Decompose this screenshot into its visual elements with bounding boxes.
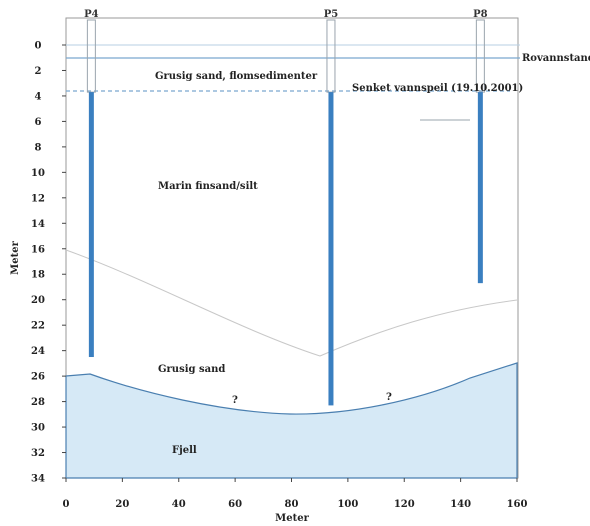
x-tick-label: 160 <box>507 499 528 510</box>
layer-label-marine: Marin finsand/silt <box>158 181 258 192</box>
bedrock-area <box>65 362 518 479</box>
y-tick-label: 0 <box>35 41 42 52</box>
y-tick-label: 28 <box>31 397 45 408</box>
y-tick-label: 22 <box>31 321 45 332</box>
well-label: P5 <box>324 9 339 20</box>
ground-surface-label: Rovannstand <box>522 53 590 64</box>
y-tick-label: 32 <box>31 448 45 459</box>
wells-group: P4 P5 P8 <box>84 9 488 406</box>
y-tick-label: 30 <box>31 423 45 434</box>
y-tick-label: 4 <box>35 91 42 102</box>
x-tick-label: 40 <box>172 499 186 510</box>
well-casing <box>326 19 336 93</box>
well-screen <box>88 92 94 358</box>
y-axis-label: Meter <box>10 240 21 274</box>
y-tick-label: 2 <box>35 66 42 77</box>
x-axis-label: Meter <box>275 513 309 524</box>
water-table-label: Senket vannspeil (19.10.2001) <box>352 83 523 94</box>
y-tick-label: 8 <box>35 142 42 153</box>
x-tick-label: 140 <box>450 499 471 510</box>
x-tick-label: 100 <box>337 499 358 510</box>
y-tick-label: 6 <box>35 117 42 128</box>
x-axis-ticks: 0 20 40 60 80 100 120 140 160 <box>63 478 528 510</box>
y-tick-label: 12 <box>31 193 45 204</box>
well-label: P8 <box>473 9 488 20</box>
y-tick-label: 20 <box>31 295 45 306</box>
layer-label-bedrock: Fjell <box>172 445 197 456</box>
x-tick-label: 0 <box>63 499 70 510</box>
question-mark-1: ? <box>232 395 238 406</box>
y-tick-label: 24 <box>31 346 45 357</box>
marine-boundary-line <box>65 249 518 357</box>
well-screen <box>477 92 483 284</box>
well-label: P4 <box>84 9 99 20</box>
y-tick-label: 18 <box>31 270 45 281</box>
layer-label-lower-sand: Grusig sand <box>158 364 225 375</box>
y-tick-label: 14 <box>31 219 45 230</box>
well-casing <box>86 19 96 93</box>
x-tick-label: 60 <box>228 499 242 510</box>
x-tick-label: 120 <box>394 499 415 510</box>
y-tick-label: 10 <box>31 168 45 179</box>
y-tick-label: 26 <box>31 372 45 383</box>
x-tick-label: 80 <box>285 499 299 510</box>
question-mark-2: ? <box>386 392 392 403</box>
x-tick-label: 20 <box>115 499 129 510</box>
well-screen <box>328 92 334 406</box>
y-tick-label: 34 <box>31 474 45 485</box>
layer-label-top: Grusig sand, flomsedimenter <box>155 71 318 82</box>
well-casing <box>475 19 485 93</box>
y-tick-label: 16 <box>31 244 45 255</box>
